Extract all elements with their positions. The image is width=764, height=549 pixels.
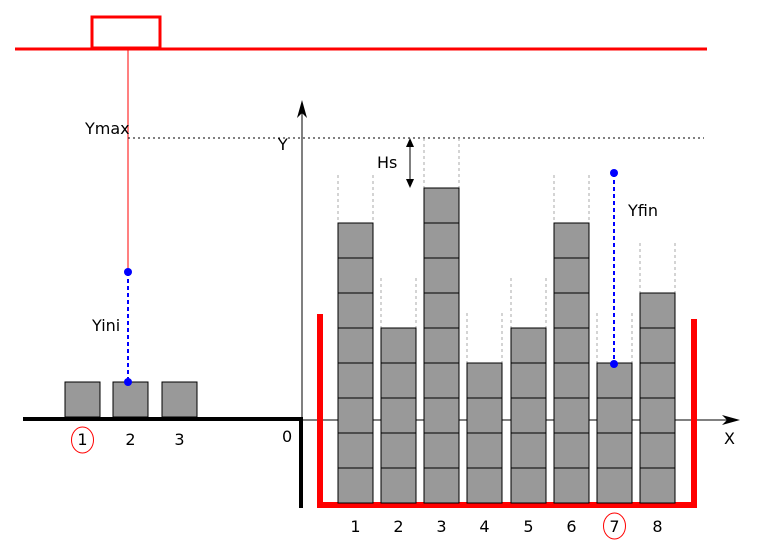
column-label: 3: [436, 517, 446, 536]
stack-block: [423, 292, 460, 329]
source-block-1: [64, 381, 101, 418]
hs-label: Hs: [377, 153, 397, 172]
yini-bottom-point: [124, 378, 132, 386]
stack-block: [337, 362, 374, 399]
stack-block: [423, 222, 460, 259]
x-axis-label: X: [724, 429, 735, 448]
stack-block: [466, 362, 503, 399]
stack-block: [466, 432, 503, 469]
column-label: 4: [479, 517, 489, 536]
stack-block: [639, 327, 676, 364]
column-label: 2: [393, 517, 403, 536]
source-position-label: 1: [77, 430, 87, 449]
yfin-top-point: [610, 169, 618, 177]
target-highlight-circle: [603, 512, 626, 540]
stack-block: [337, 222, 374, 259]
stack-block: [510, 327, 547, 364]
stack-block: [639, 362, 676, 399]
source-position-label: 3: [174, 430, 184, 449]
target-container: [317, 314, 697, 508]
stack-block: [380, 467, 417, 504]
stack-block: [380, 432, 417, 469]
stack-block: [596, 467, 633, 504]
stack-block: [380, 397, 417, 434]
stack-block: [553, 397, 590, 434]
stack-block: [337, 397, 374, 434]
origin-label: 0: [282, 427, 292, 446]
source-block-3: [161, 381, 198, 418]
stack-block: [423, 432, 460, 469]
stack-block: [466, 397, 503, 434]
stack-block: [337, 327, 374, 364]
stack-block: [466, 467, 503, 504]
stack-block: [596, 432, 633, 469]
source-blocks: 1 2 3: [64, 381, 198, 454]
hs-arrowhead-top: [406, 138, 414, 147]
stack-block: [639, 432, 676, 469]
stack-block: [423, 362, 460, 399]
stack-block: [337, 257, 374, 294]
stack-block: [380, 327, 417, 364]
target-stacks: 1 2 3 4 5 6 7 8: [337, 138, 676, 540]
stack-block: [337, 432, 374, 469]
stack-block: [510, 397, 547, 434]
column-label: 8: [652, 517, 662, 536]
stack-block: [380, 362, 417, 399]
stack-block: [423, 467, 460, 504]
stack-block: [510, 362, 547, 399]
stack-block: [553, 327, 590, 364]
stack-block: [553, 257, 590, 294]
stack-block: [337, 292, 374, 329]
y-axis-arrowhead: [297, 100, 307, 118]
stack-block: [596, 362, 633, 399]
ymax-label: Ymax: [84, 119, 130, 138]
yfin-label: Yfin: [627, 201, 658, 220]
column-label: 6: [566, 517, 576, 536]
y-axis-label: Y: [277, 135, 288, 154]
source-position-label: 2: [125, 430, 135, 449]
stack-block: [423, 397, 460, 434]
stack-block: [553, 292, 590, 329]
stack-block: [639, 397, 676, 434]
stack-block: [553, 467, 590, 504]
stack-block: [423, 187, 460, 224]
stack-block: [510, 467, 547, 504]
column-label: 5: [523, 517, 533, 536]
source-block-2: [112, 381, 149, 418]
stack-block: [423, 327, 460, 364]
hs-arrowhead-bottom: [406, 179, 414, 188]
stack-block: [639, 467, 676, 504]
stack-block: [423, 257, 460, 294]
yini-label: Yini: [91, 316, 120, 335]
stack-block: [553, 432, 590, 469]
stack-block: [639, 292, 676, 329]
x-axis-arrowhead: [722, 415, 740, 425]
stack-block: [510, 432, 547, 469]
source-highlight-circle: [71, 426, 94, 454]
stack-block: [553, 362, 590, 399]
column-label: 1: [350, 517, 360, 536]
stack-block: [596, 397, 633, 434]
column-label: 7: [609, 517, 619, 536]
yfin-bottom-point: [610, 360, 618, 368]
stack-block: [553, 222, 590, 259]
stack-block: [337, 467, 374, 504]
yini-top-point: [124, 268, 132, 276]
crane-trolley: [90, 15, 162, 50]
